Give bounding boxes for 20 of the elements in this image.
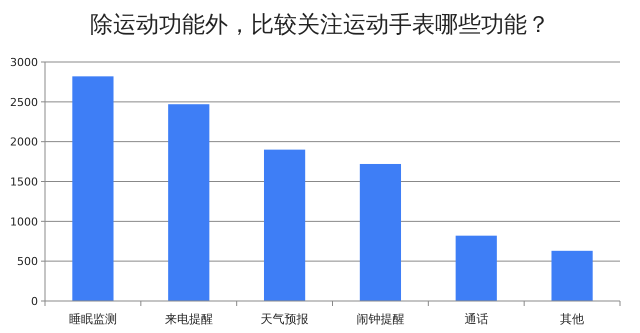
bar (72, 76, 114, 301)
x-tick-label: 其他 (560, 312, 584, 326)
x-tick-label: 来电提醒 (164, 312, 213, 326)
bar (168, 104, 210, 301)
bar (456, 236, 497, 301)
y-tick-label: 0 (31, 295, 38, 308)
y-tick-label: 1000 (10, 215, 38, 228)
x-tick-label: 睡眠监测 (68, 312, 117, 326)
bar (360, 164, 402, 301)
bar (264, 150, 306, 301)
y-tick-label: 1500 (10, 176, 38, 188)
x-tick-label: 天气预报 (260, 312, 309, 326)
y-tick-label: 500 (17, 255, 38, 268)
chart-title: 除运动功能外，比较关注运动手表哪些功能？ (90, 12, 550, 38)
y-tick-label: 2000 (10, 136, 38, 149)
y-tick-label: 3000 (10, 56, 38, 69)
bar (551, 250, 593, 301)
y-tick-label: 2500 (10, 96, 38, 109)
x-tick-label: 通话 (464, 312, 488, 326)
x-tick-label: 闹钟提醒 (356, 312, 404, 326)
